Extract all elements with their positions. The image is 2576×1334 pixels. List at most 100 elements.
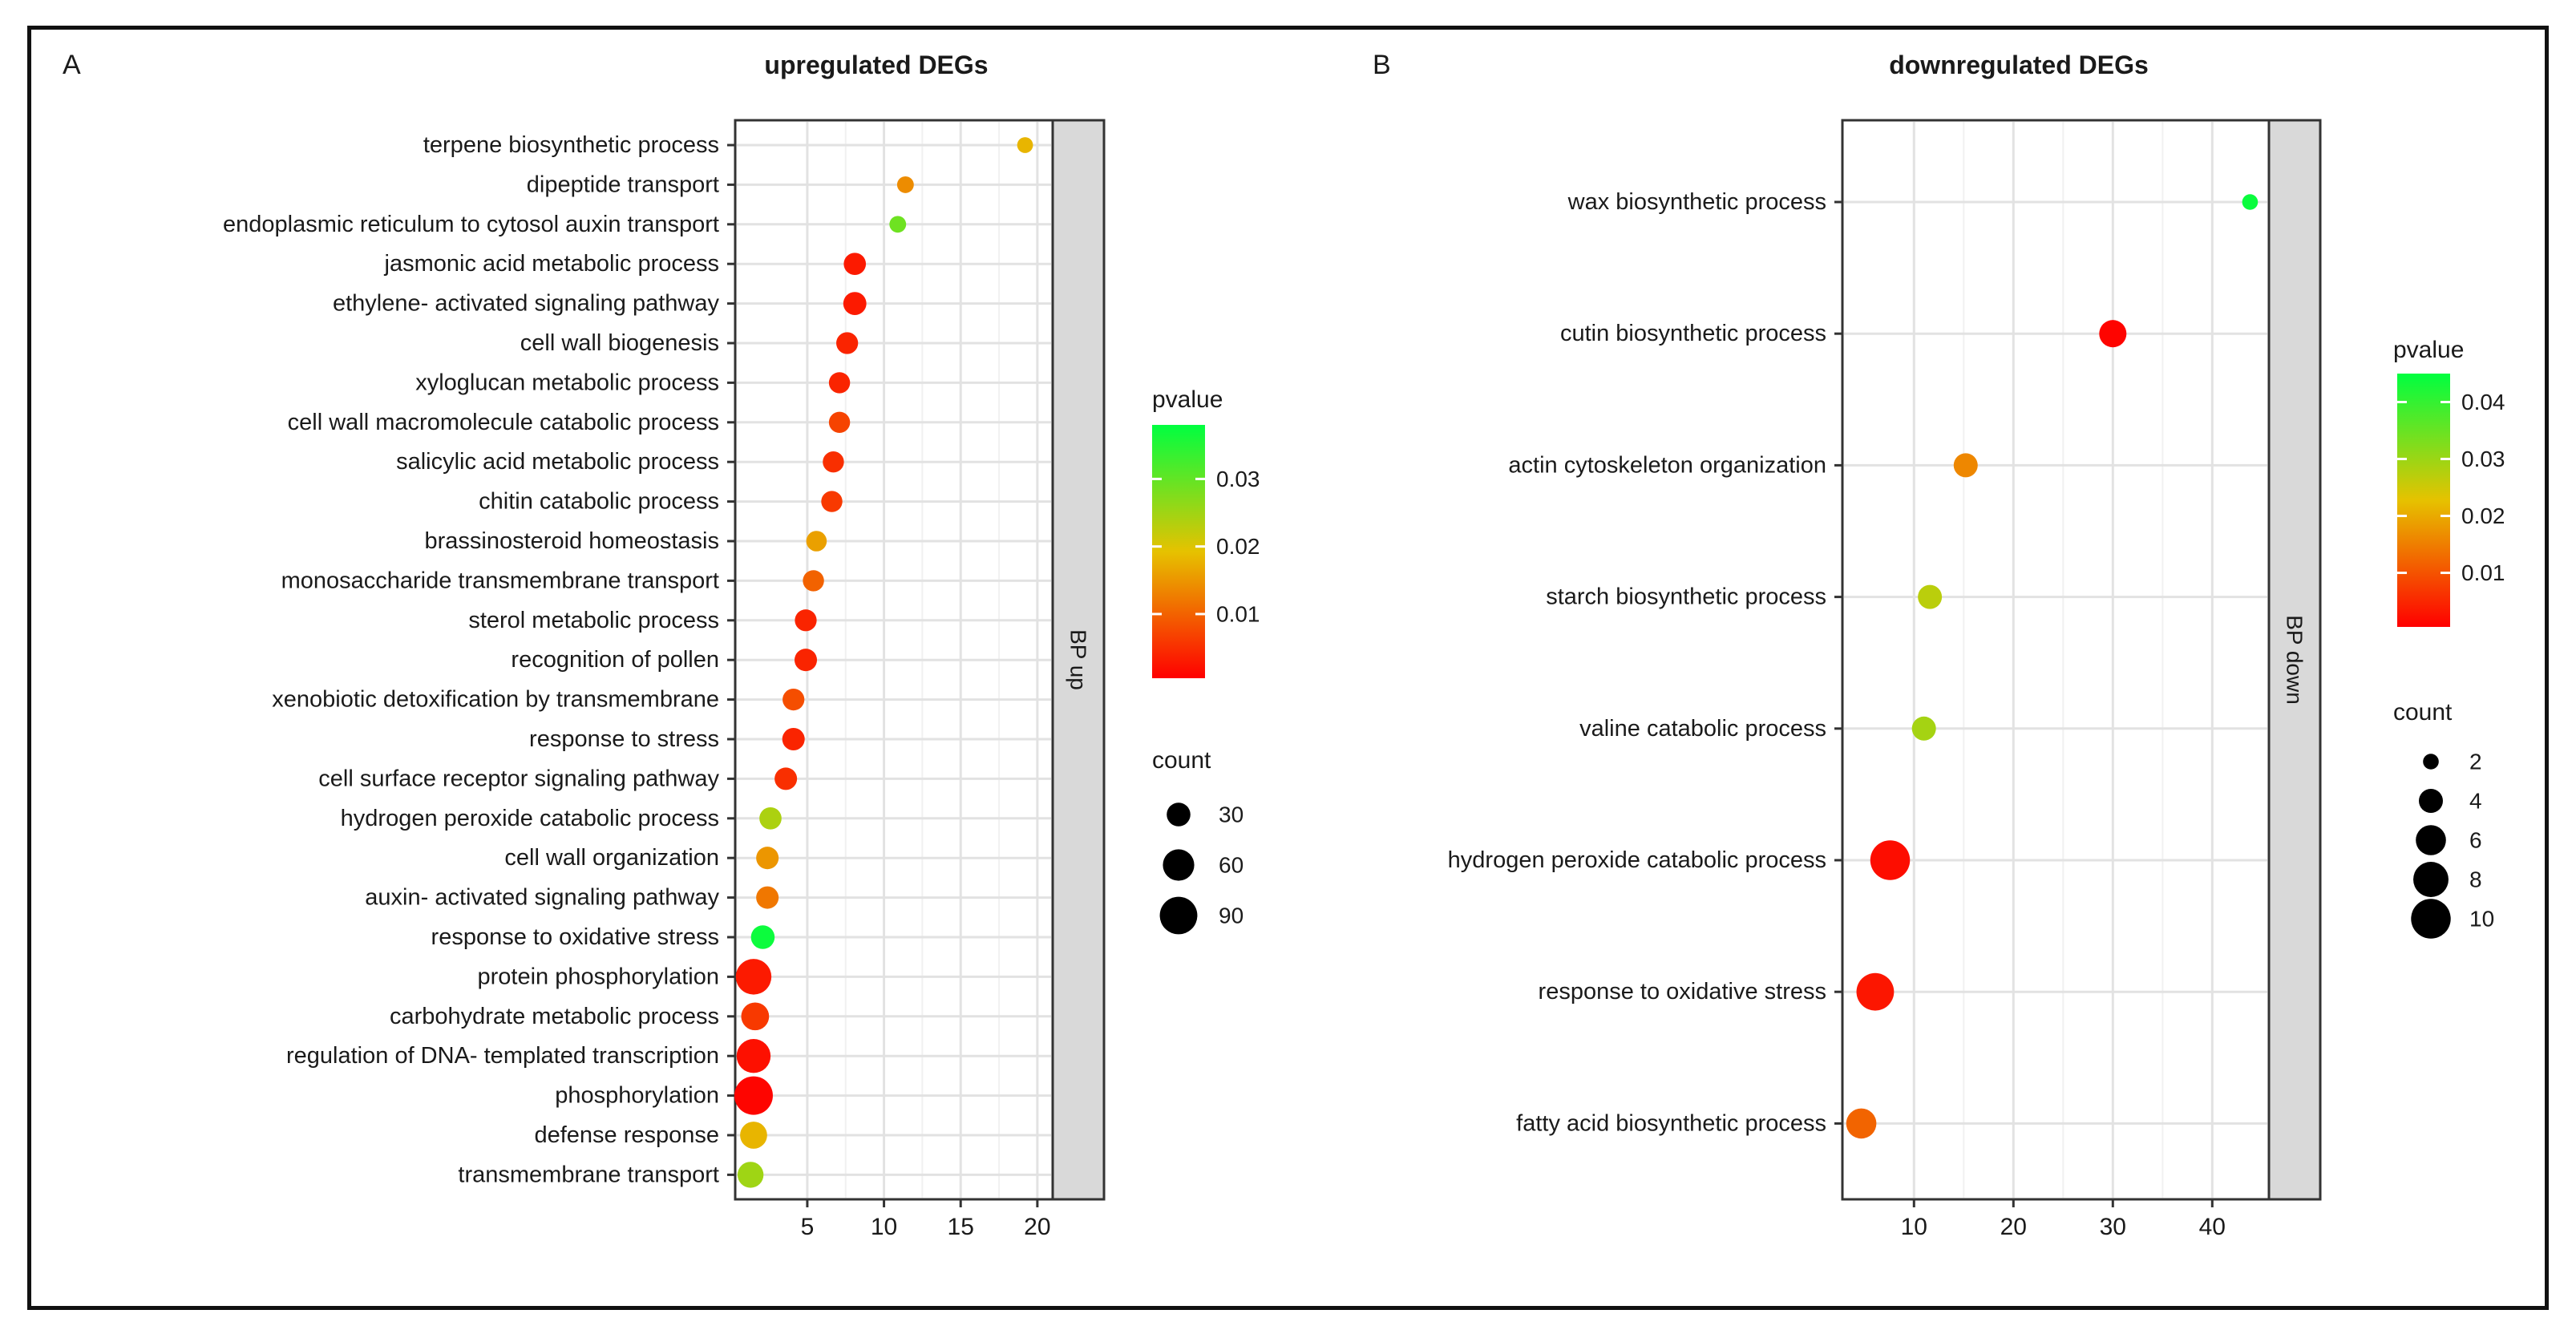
y-tick-label: phosphorylation	[555, 1083, 719, 1109]
data-point	[1911, 716, 1936, 741]
size-legend-label: 6	[2469, 828, 2482, 853]
y-tick-label: monosaccharide transmembrane transport	[281, 568, 719, 593]
data-point	[889, 216, 907, 233]
data-point	[836, 332, 859, 354]
y-tick-label: actin cytoskeleton organization	[1508, 452, 1826, 478]
data-point	[806, 531, 827, 552]
size-legend-title-a: count	[1152, 747, 1211, 774]
data-point	[1918, 584, 1943, 609]
y-tick-label: cell wall biogenesis	[520, 330, 719, 356]
colorbar-tick-label: 0.04	[2461, 390, 2505, 414]
y-tick-label: wax biosynthetic process	[1567, 189, 1826, 215]
y-tick-label: hydrogen peroxide catabolic process	[341, 806, 719, 831]
data-point	[783, 688, 805, 711]
y-tick-label: cutin biosynthetic process	[1560, 321, 1826, 346]
data-point	[782, 727, 805, 751]
colorbar-ticks-a: 0.03 0.02 0.01	[1152, 467, 1260, 626]
data-point	[896, 176, 914, 193]
points-b	[1846, 194, 2259, 1139]
data-point	[794, 649, 818, 672]
colorbar-a	[1152, 425, 1205, 678]
y-tick-label: auxin- activated signaling pathway	[365, 885, 719, 911]
size-legend-label: 2	[2469, 750, 2482, 774]
y-tick-label: response to oxidative stress	[431, 924, 719, 950]
data-point	[734, 1076, 773, 1115]
data-point	[759, 806, 782, 830]
y-tick-label: xyloglucan metabolic process	[415, 370, 719, 395]
y-tick-label: jasmonic acid metabolic process	[384, 251, 719, 277]
y-labels-b: wax biosynthetic process cutin biosynthet…	[1448, 189, 1842, 1136]
data-point	[1856, 972, 1895, 1011]
y-labels-a: terpene biosynthetic process dipeptide tr…	[223, 132, 735, 1187]
size-legend-dot	[2413, 862, 2449, 897]
size-legend-dot	[1159, 896, 1198, 935]
facet-label-a: BP up	[1066, 629, 1091, 690]
x-tick-label: 10	[871, 1214, 897, 1240]
facet-strip-a	[1051, 119, 1106, 1201]
data-point	[741, 1002, 770, 1031]
y-tick-label: protein phosphorylation	[478, 964, 719, 989]
data-point	[756, 847, 779, 870]
y-tick-label: recognition of pollen	[511, 647, 719, 673]
data-point	[2099, 320, 2127, 348]
data-point	[1870, 840, 1911, 880]
data-point	[828, 372, 851, 394]
facet-strip-b	[2267, 119, 2322, 1201]
y-tick-label: brassinosteroid homeostasis	[424, 528, 719, 554]
grid-b	[1844, 122, 2267, 1198]
points-a	[734, 137, 1033, 1188]
colorbar-title-b: pvalue	[2393, 337, 2464, 363]
data-point	[736, 1038, 771, 1073]
data-point	[1017, 137, 1033, 153]
size-legend-dot	[2423, 754, 2439, 770]
x-tick-label: 10	[1901, 1214, 1927, 1240]
y-tick-label: endoplasmic reticulum to cytosol auxin t…	[223, 212, 719, 237]
data-point	[843, 292, 867, 316]
panel-label-a: A	[63, 50, 81, 80]
x-tick-label: 40	[2199, 1214, 2226, 1240]
data-point	[737, 1162, 764, 1188]
y-tick-label: starch biosynthetic process	[1546, 584, 1826, 610]
size-legend-label: 8	[2469, 867, 2482, 892]
grid-a	[737, 122, 1051, 1198]
size-legend-dot	[2418, 788, 2444, 814]
data-point	[823, 451, 844, 473]
data-point	[828, 411, 851, 434]
facet-label-b: BP down	[2283, 615, 2307, 705]
y-tick-label: response to oxidative stress	[1539, 979, 1826, 1005]
y-tick-label: terpene biosynthetic process	[423, 132, 719, 158]
y-tick-label: salicylic acid metabolic process	[396, 449, 719, 475]
y-tick-label: hydrogen peroxide catabolic process	[1448, 847, 1826, 873]
y-tick-label: cell wall organization	[504, 845, 719, 871]
colorbar-tick-label: 0.01	[2461, 560, 2505, 585]
data-point	[795, 609, 817, 632]
data-point	[1953, 453, 1978, 478]
x-tick-label: 5	[801, 1214, 815, 1240]
panel-label-b: B	[1373, 50, 1391, 80]
size-legend-dot	[2416, 825, 2446, 855]
data-point	[735, 959, 772, 995]
x-tick-label: 20	[2000, 1214, 2027, 1240]
y-tick-label: xenobiotic detoxification by transmembra…	[272, 687, 719, 713]
colorbar-ticks-b: 0.04 0.03 0.02 0.01	[2397, 390, 2505, 585]
y-tick-label: valine catabolic process	[1579, 716, 1826, 742]
size-legend-label: 90	[1219, 903, 1244, 928]
colorbar-tick-label: 0.03	[2461, 447, 2505, 471]
y-tick-label: ethylene- activated signaling pathway	[333, 291, 720, 317]
size-legend-dot	[2411, 899, 2451, 939]
y-tick-label: cell surface receptor signaling pathway	[318, 766, 719, 791]
data-point	[843, 253, 867, 276]
colorbar-tick-label: 0.02	[1216, 534, 1260, 559]
data-point	[740, 1122, 767, 1149]
plot-area-b	[1841, 119, 2271, 1201]
colorbar-tick-label: 0.03	[1216, 467, 1260, 491]
y-tick-label: dipeptide transport	[527, 172, 719, 197]
y-tick-label: sterol metabolic process	[468, 608, 719, 633]
size-legend-title-b: count	[2393, 699, 2453, 726]
panel-b: B downregulated DEGs BP down wax biosynt…	[1373, 50, 2505, 1240]
x-tick-label: 15	[948, 1214, 974, 1240]
data-point	[803, 570, 824, 592]
size-legend-label: 30	[1219, 802, 1244, 827]
data-point	[750, 925, 775, 949]
